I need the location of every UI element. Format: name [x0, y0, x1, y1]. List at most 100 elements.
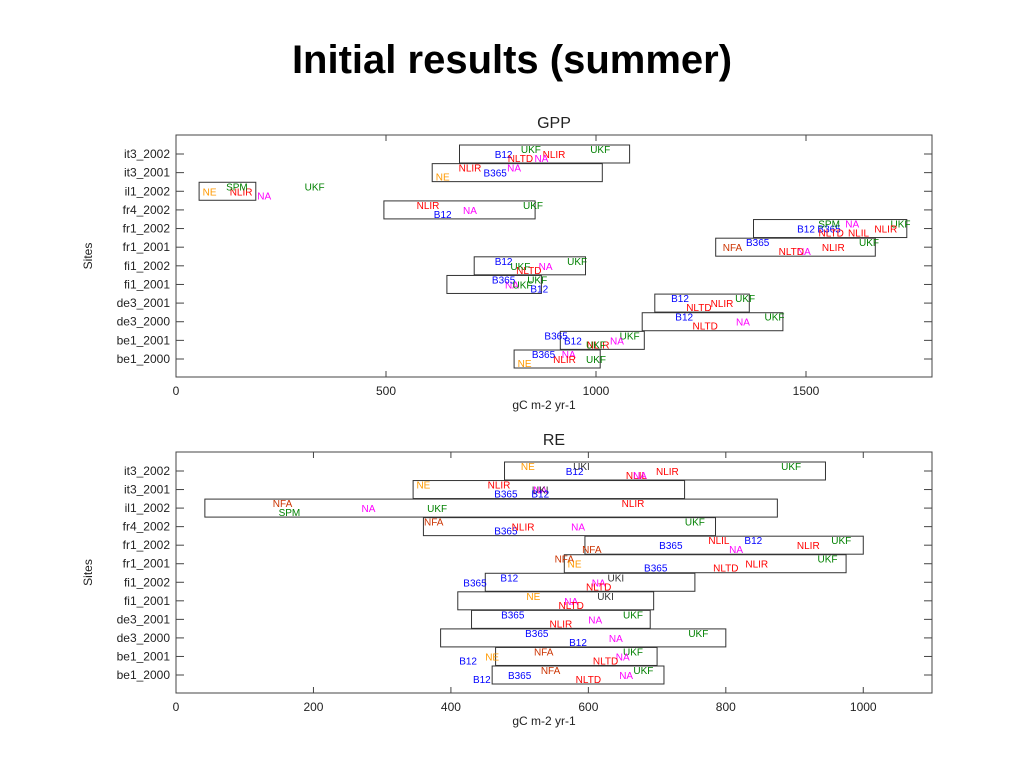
- gpp-model-label: UKF: [620, 331, 640, 342]
- re-model-label: UKF: [818, 555, 838, 566]
- gpp-x-tick-label: 1000: [583, 384, 610, 398]
- re-model-label: B12: [473, 675, 491, 686]
- gpp-model-label: NLIL: [848, 229, 870, 240]
- gpp-model-label: NLIR: [822, 243, 845, 254]
- re-model-label: UKI: [608, 573, 625, 584]
- gpp-model-label: NLIR: [230, 187, 253, 198]
- gpp-model-label: SPM: [818, 220, 840, 231]
- gpp-model-label: B365: [746, 238, 770, 249]
- re-model-label: UKF: [633, 666, 653, 677]
- re-model-label: UKI: [532, 486, 549, 497]
- re-y-tick-label: il1_2002: [125, 501, 171, 515]
- re-model-label: NLIR: [512, 523, 535, 534]
- gpp-model-label: NLIR: [553, 355, 576, 366]
- re-model-label: UKF: [688, 629, 708, 640]
- re-model-label: NFA: [273, 499, 293, 510]
- gpp-model-label: NA: [507, 164, 521, 175]
- re-x-tick-label: 200: [303, 700, 323, 714]
- gpp-chart-title: GPP: [537, 115, 571, 132]
- gpp-model-label: NA: [845, 220, 859, 231]
- gpp-y-tick-label: be1_2000: [117, 352, 171, 366]
- gpp-range-box: [753, 219, 908, 239]
- gpp-model-label: B365: [484, 169, 508, 180]
- gpp-model-label: UKF: [527, 275, 547, 286]
- re-model-label: NLIR: [488, 481, 511, 492]
- re-model-label: NLIR: [656, 467, 679, 478]
- gpp-model-label: NA: [562, 350, 576, 361]
- gpp-model-label: NLTD: [693, 322, 718, 333]
- re-model-label: UKF: [623, 647, 643, 658]
- gpp-x-tick-label: 500: [376, 384, 396, 398]
- re-model-label: UKI: [597, 592, 614, 603]
- re-range-box: [563, 554, 847, 574]
- gpp-model-label: NLTD: [516, 266, 541, 277]
- gpp-model-label: UKF: [305, 182, 325, 193]
- re-y-tick-label: it3_2002: [124, 464, 170, 478]
- gpp-model-label: NA: [610, 336, 624, 347]
- gpp-model-label: B12: [675, 313, 693, 324]
- re-model-label: NA: [619, 671, 633, 682]
- gpp-model-label: B365: [532, 350, 556, 361]
- gpp-model-label: B12: [495, 150, 513, 161]
- gpp-model-label: NFA: [723, 243, 743, 254]
- re-model-label: NA: [571, 523, 585, 534]
- gpp-model-label: NA: [257, 191, 271, 202]
- re-model-label: NA: [564, 597, 578, 608]
- re-model-label: NFA: [541, 666, 561, 677]
- gpp-y-tick-label: it3_2002: [124, 147, 170, 161]
- re-plot-frame: [175, 451, 933, 694]
- re-model-label: NA: [729, 545, 743, 556]
- gpp-y-tick-label: be1_2001: [117, 333, 171, 347]
- gpp-model-label: SPM: [226, 182, 248, 193]
- gpp-range-box: [459, 144, 631, 164]
- re-y-axis-title: Sites: [81, 559, 95, 586]
- gpp-y-tick-label: fi1_2001: [124, 277, 170, 291]
- gpp-range-box: [431, 163, 603, 183]
- re-x-tick-label: 600: [578, 700, 598, 714]
- re-y-tick-label: de3_2000: [117, 631, 171, 645]
- gpp-range-box: [383, 200, 536, 220]
- re-y-tick-label: de3_2001: [117, 612, 171, 626]
- gpp-y-axis-title: Sites: [81, 243, 95, 270]
- re-range-box: [422, 517, 717, 537]
- re-model-label: NA: [616, 652, 630, 663]
- re-y-tick-label: be1_2000: [117, 668, 171, 682]
- re-x-tick-label: 0: [173, 700, 180, 714]
- re-range-box: [491, 665, 665, 685]
- gpp-model-label: NE: [436, 173, 450, 184]
- gpp-range-box: [446, 274, 542, 294]
- gpp-model-label: B365: [544, 331, 568, 342]
- gpp-model-label: B365: [492, 275, 516, 286]
- gpp-y-tick-label: de3_2001: [117, 296, 171, 310]
- gpp-model-label: UKF: [735, 294, 755, 305]
- gpp-model-label: B12: [495, 257, 513, 268]
- gpp-y-tick-label: it3_2001: [124, 166, 170, 180]
- re-model-label: NFA: [582, 545, 602, 556]
- re-model-label: B365: [494, 527, 518, 538]
- re-range-box: [204, 498, 778, 518]
- re-range-box: [504, 461, 826, 481]
- re-model-label: NLIL: [708, 536, 730, 547]
- gpp-model-label: NA: [505, 280, 519, 291]
- re-model-label: B12: [500, 573, 518, 584]
- gpp-range-box: [473, 256, 587, 276]
- gpp-model-label: UKF: [859, 238, 879, 249]
- gpp-range-box: [198, 181, 257, 201]
- re-x-axis-title: gC m-2 yr-1: [512, 714, 576, 728]
- re-x-tick-label: 400: [441, 700, 461, 714]
- gpp-model-label: B12: [797, 225, 815, 236]
- gpp-x-tick-label: 0: [173, 384, 180, 398]
- re-range-box: [471, 609, 651, 629]
- gpp-model-label: NA: [463, 206, 477, 217]
- re-model-label: NLTD: [593, 656, 618, 667]
- re-model-label: B365: [494, 490, 518, 501]
- re-model-label: SPM: [279, 508, 301, 519]
- re-model-label: NA: [533, 486, 547, 497]
- slide-title: Initial results (summer): [291, 38, 733, 82]
- gpp-range-box: [559, 330, 645, 350]
- re-model-label: B12: [566, 467, 584, 478]
- re-model-label: NLTD: [558, 601, 583, 612]
- re-model-label: NLIR: [745, 560, 768, 571]
- re-model-label: NFA: [555, 555, 575, 566]
- gpp-model-label: NA: [736, 318, 750, 329]
